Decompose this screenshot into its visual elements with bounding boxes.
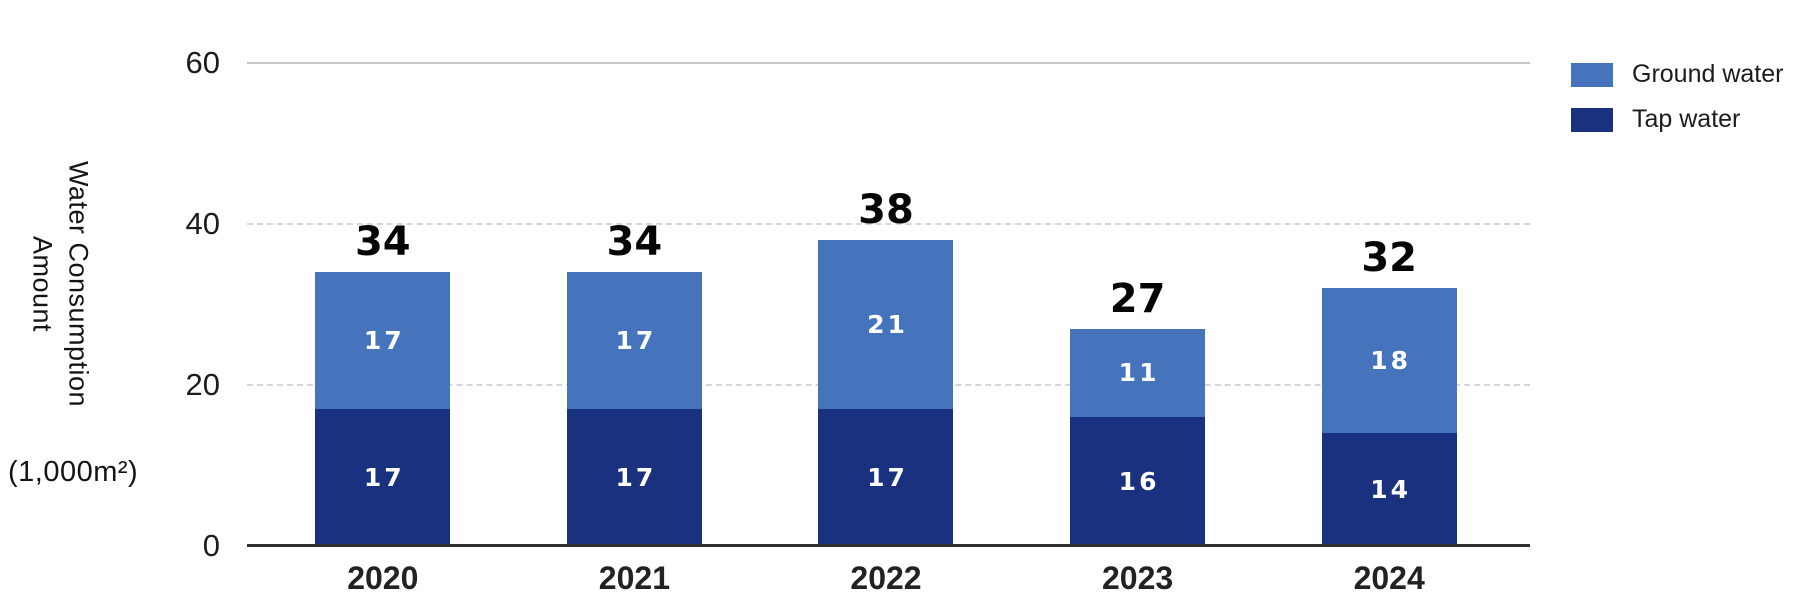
legend: Ground water Tap water (1571, 60, 1784, 133)
stacked-bar: 38 21 17 2022 (818, 190, 954, 595)
bar-group-2020: 34 17 17 2020 (257, 63, 509, 595)
ground-water-segment-label: 21 (867, 310, 908, 340)
y-axis-title: Water Consumption Amount (28, 160, 94, 408)
stacked-bar: 34 17 17 2020 (315, 222, 451, 595)
legend-swatch-tap-water (1571, 107, 1613, 132)
tap-water-segment: 14 (1321, 433, 1457, 546)
legend-item-tap-water: Tap water (1571, 105, 1783, 133)
x-category-label: 2023 (1101, 560, 1174, 596)
bar-group-2023: 27 11 16 2023 (1012, 63, 1264, 595)
tap-water-segment: 16 (1070, 417, 1206, 546)
bar-group-2021: 34 17 17 2021 (509, 63, 761, 595)
tap-water-segment-label: 14 (1370, 475, 1412, 505)
x-category-label: 2020 (347, 560, 419, 596)
legend-item-ground-water: Ground water (1571, 60, 1784, 88)
bar-group-2024: 32 18 14 2024 (1263, 63, 1515, 595)
gridline-40 (247, 223, 1530, 225)
bar-total-label: 32 (1361, 235, 1417, 282)
tap-water-segment-label: 17 (363, 463, 405, 493)
bar-total-label: 34 (354, 219, 411, 266)
tap-water-segment-label: 16 (1118, 467, 1160, 497)
ground-water-segment: 11 (1070, 328, 1206, 418)
ground-water-segment: 17 (315, 272, 451, 410)
tap-water-segment: 17 (566, 409, 702, 546)
legend-swatch-ground-water (1571, 62, 1613, 87)
y-tick-60: 60 (185, 45, 220, 80)
gridline-60 (247, 62, 1530, 64)
tap-water-segment: 17 (315, 409, 451, 546)
bar-total-label: 34 (606, 219, 663, 266)
bars-row: 34 17 17 2020 34 17 17 2021 38 21 (257, 63, 1515, 595)
y-axis-unit-label: (1,000m²) (8, 456, 139, 488)
legend-label: Tap water (1632, 105, 1741, 133)
bar-total-label: 38 (858, 187, 914, 234)
y-tick-0: 0 (202, 528, 220, 563)
ground-water-segment-label: 11 (1118, 358, 1160, 388)
ground-water-segment-label: 17 (363, 326, 405, 356)
stacked-bar: 34 17 17 2021 (566, 222, 702, 595)
stacked-bar: 32 18 14 2024 (1321, 238, 1457, 595)
stacked-bar: 27 11 16 2023 (1070, 279, 1206, 595)
ground-water-segment-label: 17 (615, 326, 657, 356)
ground-water-segment: 18 (1321, 288, 1457, 434)
ground-water-segment-label: 18 (1370, 346, 1412, 376)
tap-water-segment: 17 (818, 409, 954, 546)
x-category-label: 2024 (1353, 560, 1425, 596)
tap-water-segment-label: 17 (615, 463, 657, 493)
legend-label: Ground water (1632, 60, 1784, 88)
x-category-label: 2021 (598, 560, 670, 596)
x-axis-line (247, 544, 1530, 547)
bar-group-2022: 38 21 17 2022 (760, 63, 1012, 595)
bar-total-label: 27 (1109, 275, 1166, 322)
ground-water-segment: 17 (566, 272, 702, 410)
tap-water-segment-label: 17 (867, 463, 908, 493)
x-category-label: 2022 (850, 560, 922, 596)
ground-water-segment: 21 (818, 240, 954, 410)
plot-area: 34 17 17 2020 34 17 17 2021 38 21 (247, 62, 1530, 595)
